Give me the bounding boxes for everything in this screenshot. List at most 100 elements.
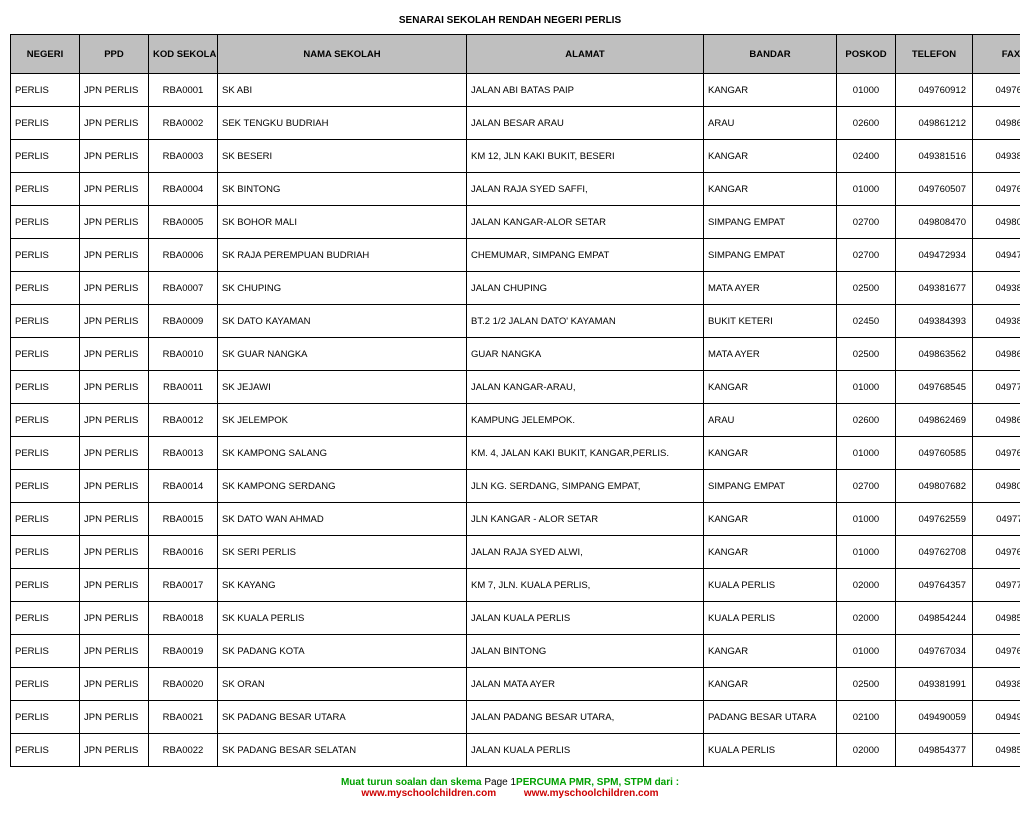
cell-telefon: 049762559 — [896, 503, 973, 536]
cell-negeri: PERLIS — [11, 173, 80, 206]
table-row: PERLISJPN PERLISRBA0003SK BESERIKM 12, J… — [11, 140, 1020, 173]
cell-negeri: PERLIS — [11, 536, 80, 569]
cell-ppd: JPN PERLIS — [80, 503, 149, 536]
cell-ppd: JPN PERLIS — [80, 668, 149, 701]
header-poskod: POSKOD — [837, 35, 896, 74]
table-row: PERLISJPN PERLISRBA0016SK SERI PERLISJAL… — [11, 536, 1020, 569]
cell-fax: 049384390 — [973, 305, 1020, 338]
table-row: PERLISJPN PERLISRBA0021SK PADANG BESAR U… — [11, 701, 1020, 734]
cell-nama: SK KUALA PERLIS — [218, 602, 467, 635]
cell-fax: 049760912 — [973, 74, 1020, 107]
cell-poskod: 02600 — [837, 404, 896, 437]
cell-negeri: PERLIS — [11, 272, 80, 305]
cell-ppd: JPN PERLIS — [80, 701, 149, 734]
cell-alamat: JALAN KUALA PERLIS — [467, 734, 704, 767]
cell-alamat: BT.2 1/2 JALAN DATO' KAYAMAN — [467, 305, 704, 338]
cell-negeri: PERLIS — [11, 602, 80, 635]
cell-ppd: JPN PERLIS — [80, 206, 149, 239]
cell-bandar: KANGAR — [704, 536, 837, 569]
cell-negeri: PERLIS — [11, 734, 80, 767]
cell-bandar: KUALA PERLIS — [704, 602, 837, 635]
header-bandar: BANDAR — [704, 35, 837, 74]
cell-fax: 049854245 — [973, 602, 1020, 635]
table-row: PERLISJPN PERLISRBA0004SK BINTONGJALAN R… — [11, 173, 1020, 206]
footer-url-1: www.myschoolchildren.com — [361, 788, 496, 799]
cell-bandar: MATA AYER — [704, 272, 837, 305]
cell-kod: RBA0019 — [149, 635, 218, 668]
table-row: PERLISJPN PERLISRBA0022SK PADANG BESAR S… — [11, 734, 1020, 767]
footer-text-1b: PERCUMA PMR, SPM, STPM dari : — [516, 777, 679, 788]
cell-telefon: 049381677 — [896, 272, 973, 305]
cell-bandar: ARAU — [704, 107, 837, 140]
cell-poskod: 01000 — [837, 173, 896, 206]
cell-alamat: JALAN PADANG BESAR UTARA, — [467, 701, 704, 734]
cell-fax: 049490059 — [973, 701, 1020, 734]
cell-nama: SK DATO KAYAMAN — [218, 305, 467, 338]
cell-telefon: 049384393 — [896, 305, 973, 338]
cell-poskod: 02700 — [837, 239, 896, 272]
cell-poskod: 01000 — [837, 74, 896, 107]
cell-negeri: PERLIS — [11, 701, 80, 734]
cell-telefon: 049854377 — [896, 734, 973, 767]
cell-alamat: KAMPUNG JELEMPOK. — [467, 404, 704, 437]
cell-nama: SK RAJA PEREMPUAN BUDRIAH — [218, 239, 467, 272]
cell-fax: 049767034 — [973, 635, 1020, 668]
header-negeri: NEGERI — [11, 35, 80, 74]
cell-fax: 049862091 — [973, 338, 1020, 371]
cell-nama: SK KAMPONG SALANG — [218, 437, 467, 470]
cell-telefon: 049807682 — [896, 470, 973, 503]
cell-nama: SK JELEMPOK — [218, 404, 467, 437]
cell-nama: SK ABI — [218, 74, 467, 107]
cell-alamat: GUAR NANGKA — [467, 338, 704, 371]
cell-ppd: JPN PERLIS — [80, 239, 149, 272]
cell-poskod: 02000 — [837, 602, 896, 635]
cell-bandar: ARAU — [704, 404, 837, 437]
cell-ppd: JPN PERLIS — [80, 371, 149, 404]
cell-bandar: SIMPANG EMPAT — [704, 239, 837, 272]
cell-poskod: 01000 — [837, 536, 896, 569]
cell-ppd: JPN PERLIS — [80, 272, 149, 305]
cell-negeri: PERLIS — [11, 305, 80, 338]
cell-telefon: 049760585 — [896, 437, 973, 470]
cell-kod: RBA0010 — [149, 338, 218, 371]
cell-telefon: 049861212 — [896, 107, 973, 140]
table-row: PERLISJPN PERLISRBA0012SK JELEMPOKKAMPUN… — [11, 404, 1020, 437]
cell-kod: RBA0018 — [149, 602, 218, 635]
table-row: PERLISJPN PERLISRBA0007SK CHUPINGJALAN C… — [11, 272, 1020, 305]
cell-fax: 049777113 — [973, 503, 1020, 536]
cell-telefon: 049768545 — [896, 371, 973, 404]
cell-kod: RBA0009 — [149, 305, 218, 338]
cell-ppd: JPN PERLIS — [80, 140, 149, 173]
cell-negeri: PERLIS — [11, 239, 80, 272]
cell-alamat: KM. 4, JALAN KAKI BUKIT, KANGAR,PERLIS. — [467, 437, 704, 470]
table-row: PERLISJPN PERLISRBA0011SK JEJAWIJALAN KA… — [11, 371, 1020, 404]
cell-kod: RBA0014 — [149, 470, 218, 503]
cell-alamat: JLN KANGAR - ALOR SETAR — [467, 503, 704, 536]
cell-alamat: JALAN RAJA SYED ALWI, — [467, 536, 704, 569]
cell-fax: 049760507 — [973, 173, 1020, 206]
cell-nama: SK GUAR NANGKA — [218, 338, 467, 371]
table-row: PERLISJPN PERLISRBA0020SK ORANJALAN MATA… — [11, 668, 1020, 701]
cell-kod: RBA0012 — [149, 404, 218, 437]
cell-bandar: MATA AYER — [704, 338, 837, 371]
cell-bandar: KANGAR — [704, 503, 837, 536]
cell-ppd: JPN PERLIS — [80, 305, 149, 338]
cell-fax: 049778545 — [973, 371, 1020, 404]
table-row: PERLISJPN PERLISRBA0006SK RAJA PEREMPUAN… — [11, 239, 1020, 272]
cell-alamat: JALAN KUALA PERLIS — [467, 602, 704, 635]
cell-alamat: JALAN KANGAR-ARAU, — [467, 371, 704, 404]
cell-telefon: 049863562 — [896, 338, 973, 371]
header-ppd: PPD — [80, 35, 149, 74]
table-row: PERLISJPN PERLISRBA0018SK KUALA PERLISJA… — [11, 602, 1020, 635]
cell-negeri: PERLIS — [11, 668, 80, 701]
cell-telefon: 049472934 — [896, 239, 973, 272]
cell-poskod: 01000 — [837, 635, 896, 668]
header-telefon: TELEFON — [896, 35, 973, 74]
footer: Muat turun soalan dan skema Page 1PERCUM… — [10, 777, 1010, 799]
cell-poskod: 02500 — [837, 668, 896, 701]
cell-alamat: JALAN ABI BATAS PAIP — [467, 74, 704, 107]
cell-fax: 049381991 — [973, 668, 1020, 701]
table-row: PERLISJPN PERLISRBA0005SK BOHOR MALIJALA… — [11, 206, 1020, 239]
cell-negeri: PERLIS — [11, 470, 80, 503]
cell-nama: SK PADANG BESAR SELATAN — [218, 734, 467, 767]
